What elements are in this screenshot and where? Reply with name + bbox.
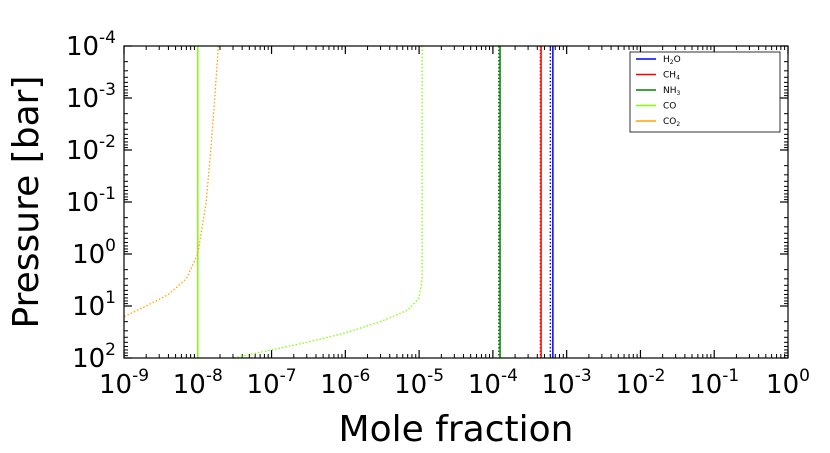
x-tick-label: 10-3	[542, 366, 592, 400]
x-tick-label: 10-8	[173, 366, 223, 400]
legend: H2O CH4 NH3 CO CO2	[629, 51, 781, 133]
x-tick-label: 10-5	[394, 366, 444, 400]
y-tick-label: 10-4	[66, 28, 116, 62]
plot-frame	[123, 45, 789, 359]
x-tick-label: 10-7	[247, 366, 297, 400]
y-axis-label: Pressure [bar]	[6, 76, 47, 329]
y-tick-label: 100	[72, 236, 116, 270]
x-tick-label: 10-2	[615, 366, 665, 400]
y-tick-labels: 10-4 10-3 10-2 10-1 100 101 102	[66, 28, 116, 374]
series-line-co2-dotted	[124, 46, 219, 318]
minor-ticks	[124, 46, 788, 358]
series-layer	[124, 46, 554, 358]
legend-label: CH4	[663, 71, 680, 82]
legend-label: NH3	[663, 86, 681, 97]
y-tick-label: 10-3	[66, 80, 116, 114]
x-tick-labels: 10-9 10-8 10-7 10-6 10-5 10-4 10-3 10-2 10-1 100	[99, 366, 810, 400]
legend-box	[629, 51, 781, 133]
x-tick-label: 10-9	[99, 366, 149, 400]
x-tick-label: 10-6	[320, 366, 370, 400]
legend-label: CO	[663, 102, 676, 112]
y-tick-label: 102	[72, 340, 116, 374]
legend-label: CO2	[663, 117, 680, 128]
x-tick-label: 100	[766, 366, 810, 400]
y-tick-label: 101	[72, 288, 116, 322]
x-tick-label: 10-1	[689, 366, 739, 400]
x-tick-label: 10-4	[468, 366, 518, 400]
y-tick-label: 10-2	[66, 132, 116, 166]
y-tick-label: 10-1	[66, 184, 116, 218]
x-axis-label: Mole fraction	[339, 409, 574, 450]
legend-label: H2O	[663, 55, 681, 66]
